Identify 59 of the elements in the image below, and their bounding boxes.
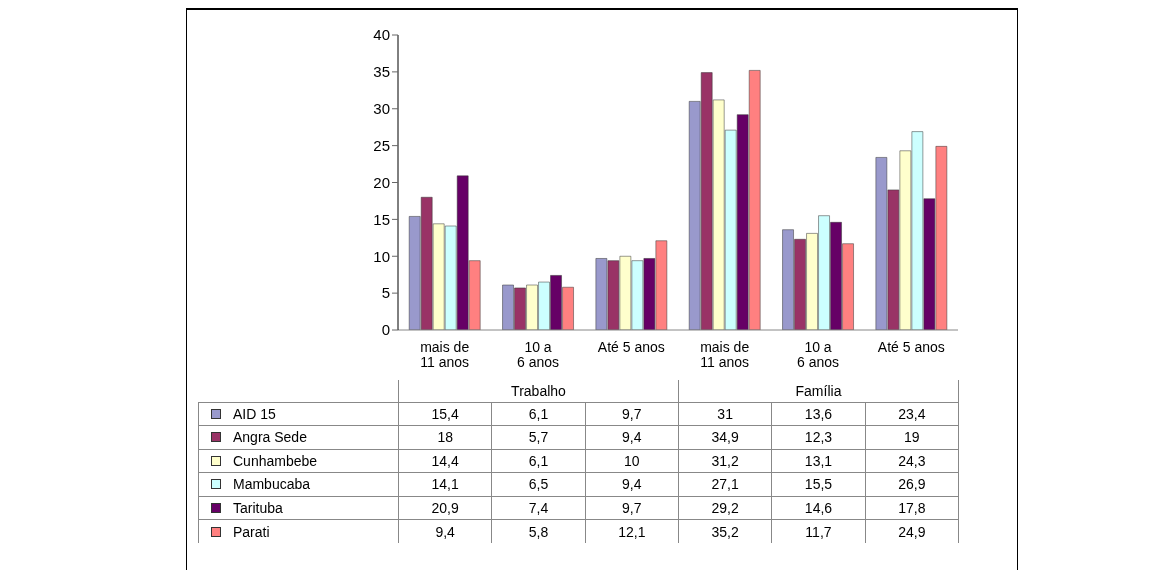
data-label: 29,2 <box>678 496 772 520</box>
data-label: 35,2 <box>678 519 772 543</box>
y-tick-label: 0 <box>381 321 390 339</box>
data-label: 12,3 <box>771 425 866 449</box>
x-tick-label: mais de 11 anos <box>420 339 470 370</box>
y-tick-label: 25 <box>373 136 390 154</box>
data-label: 6,1 <box>491 402 586 426</box>
data-label: 9,4 <box>398 519 492 543</box>
data-label: 12,1 <box>585 519 679 543</box>
x-tick-label: 10 a 6 anos <box>796 339 840 370</box>
legend-label: Mambucaba <box>198 472 399 496</box>
data-label: 13,6 <box>771 402 866 426</box>
x-tick-label: 10 a 6 anos <box>516 339 560 370</box>
data-label: 5,7 <box>491 425 586 449</box>
legend-label: Tarituba <box>198 496 399 520</box>
text: Família <box>678 380 959 402</box>
data-label: 9,4 <box>585 425 679 449</box>
data-label: 6,5 <box>491 472 586 496</box>
y-tick-label: 40 <box>373 26 390 44</box>
x-tick-label: Até 5 anos <box>877 339 945 355</box>
data-label: 31,2 <box>678 449 772 473</box>
legend-label: Parati <box>198 519 399 543</box>
data-label: 5,8 <box>491 519 586 543</box>
data-label: 14,6 <box>771 496 866 520</box>
data-label: 17,8 <box>865 496 959 520</box>
data-label: 23,4 <box>865 402 959 426</box>
y-tick-label: 30 <box>373 100 390 118</box>
data-label: 9,7 <box>585 402 679 426</box>
data-label: 24,3 <box>865 449 959 473</box>
data-label: 10 <box>585 449 679 473</box>
x-tick-label: mais de 11 anos <box>700 339 750 370</box>
data-label: 9,4 <box>585 472 679 496</box>
data-label: 9,7 <box>585 496 679 520</box>
data-label: 14,1 <box>398 472 492 496</box>
data-label: 34,9 <box>678 425 772 449</box>
data-label: 11,7 <box>771 519 866 543</box>
data-label: 26,9 <box>865 472 959 496</box>
data-label: 18 <box>398 425 492 449</box>
text: Trabalho <box>398 380 679 402</box>
y-tick-label: 10 <box>373 247 390 265</box>
y-tick-label: 5 <box>381 284 390 302</box>
legend-label: AID 15 <box>198 402 399 426</box>
data-label: 27,1 <box>678 472 772 496</box>
y-tick-label: 35 <box>373 63 390 81</box>
y-tick-label: 20 <box>373 173 390 191</box>
data-label: 20,9 <box>398 496 492 520</box>
x-tick-label: Até 5 anos <box>597 339 665 355</box>
data-label: 15,5 <box>771 472 866 496</box>
data-label: 6,1 <box>491 449 586 473</box>
legend-label: Angra Sede <box>198 425 399 449</box>
data-label: 31 <box>678 402 772 426</box>
y-tick-label: 15 <box>373 210 390 228</box>
data-label: 24,9 <box>865 519 959 543</box>
data-label: 15,4 <box>398 402 492 426</box>
legend-label: Cunhambebe <box>198 449 399 473</box>
data-label: 14,4 <box>398 449 492 473</box>
data-label: 13,1 <box>771 449 866 473</box>
data-label: 7,4 <box>491 496 586 520</box>
data-label: 19 <box>865 425 959 449</box>
